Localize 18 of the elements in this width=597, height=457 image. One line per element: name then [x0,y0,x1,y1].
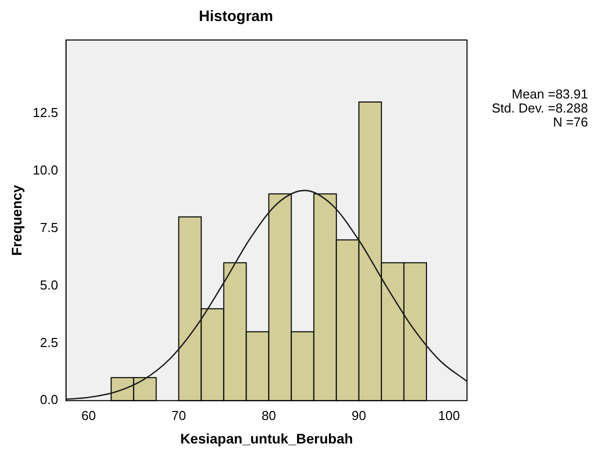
x-tick-label: 70 [171,408,186,423]
text: Std. Dev. =8.288 [492,100,588,116]
text: N =76 [552,114,588,130]
x-tick-label: 90 [352,408,366,423]
line-series [66,190,467,400]
y-tick-label: 10.0 [32,162,58,178]
x-tick-label: 60 [81,408,96,423]
text: Mean =83.91 [512,86,588,102]
y-tick-label: 12.5 [32,105,58,120]
y-tick-label: 2.5 [40,334,58,350]
x-tick-label: 80 [262,408,276,423]
x-tick-label: 100 [438,408,460,423]
y-axis-title: Frequency [8,184,24,256]
chart-title: Histogram [198,8,274,26]
y-tick-label: 7.5 [40,220,58,235]
y-tick-label: 5.0 [40,277,58,292]
y-tick-label: 0.0 [40,392,58,408]
x-axis-title: Kesiapan_untuk_Berubah [180,430,353,446]
